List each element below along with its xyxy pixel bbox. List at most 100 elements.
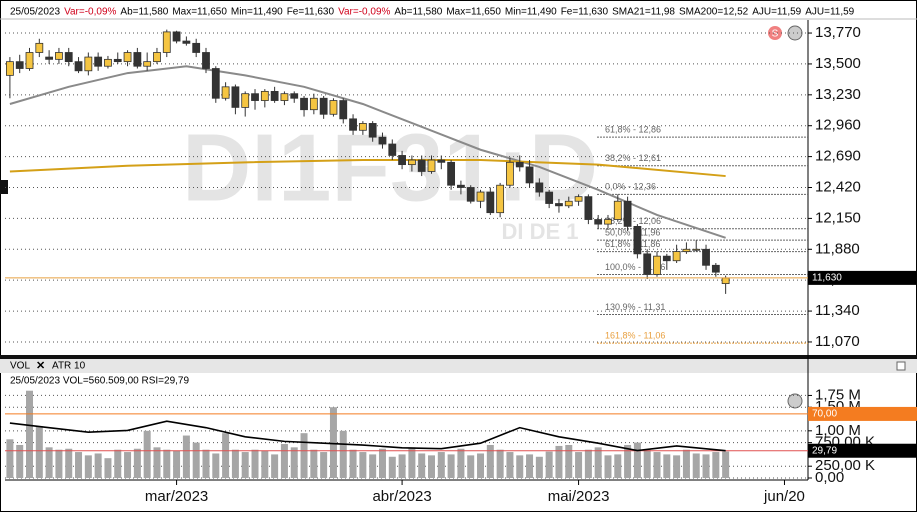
candle-body bbox=[564, 200, 573, 207]
volume-bar bbox=[418, 453, 426, 478]
volume-bar bbox=[624, 444, 632, 478]
volume-bar bbox=[408, 447, 416, 478]
panel-divider bbox=[0, 355, 917, 359]
fib-label: 161,8% - 11,06 bbox=[605, 330, 665, 340]
rsi-level-box bbox=[808, 406, 917, 421]
fib-label: 0,0% - 12,36 bbox=[605, 182, 656, 192]
candle-body bbox=[574, 196, 583, 202]
volume-bar bbox=[388, 456, 396, 478]
signal-icon[interactable] bbox=[768, 26, 782, 40]
maximize-button[interactable] bbox=[896, 361, 906, 371]
volume-bar bbox=[231, 449, 239, 478]
candle-body bbox=[417, 159, 426, 172]
candle-body bbox=[104, 58, 112, 67]
volume-bar bbox=[202, 449, 210, 478]
volume-info: 25/05/2023 VOL=560.509,00 RSI=29,79 bbox=[10, 376, 189, 387]
volume-bar bbox=[437, 452, 445, 478]
volume-bar bbox=[300, 433, 308, 478]
volume-bar bbox=[143, 430, 151, 478]
y-tick-label: 13,770 bbox=[815, 24, 861, 41]
volume-bar bbox=[271, 454, 279, 478]
volume-bar bbox=[614, 454, 622, 478]
volume-bar bbox=[594, 447, 602, 478]
volume-bar bbox=[545, 451, 553, 478]
fib-label: 38,2% - 12,61 bbox=[605, 153, 661, 163]
candle-body bbox=[672, 251, 681, 262]
candle-body bbox=[280, 93, 289, 101]
candle-body bbox=[202, 52, 210, 69]
volume-bar bbox=[565, 444, 573, 478]
candle-body bbox=[231, 86, 240, 108]
y-tick-label: 12,150 bbox=[815, 209, 861, 226]
candle-body bbox=[133, 52, 142, 67]
candle-body bbox=[260, 90, 269, 101]
y-tick-label: 13,230 bbox=[815, 86, 861, 103]
volume-bar bbox=[94, 453, 102, 478]
volume-bar bbox=[604, 455, 612, 478]
volume-bar bbox=[496, 449, 504, 478]
x-tick-label: mar/2023 bbox=[145, 488, 208, 505]
y-tick-label: 12,960 bbox=[815, 117, 861, 134]
candle-body bbox=[192, 42, 201, 53]
x-tick-label: abr/2023 bbox=[372, 488, 431, 505]
candle-body bbox=[702, 248, 710, 266]
y-tick-label: 12,420 bbox=[815, 178, 861, 195]
volume-bar bbox=[75, 452, 83, 478]
volume-bar bbox=[359, 452, 367, 478]
candle-body bbox=[496, 184, 505, 214]
volume-bar bbox=[692, 453, 700, 478]
nav-icon-volume[interactable] bbox=[787, 393, 803, 409]
volume-bar bbox=[447, 454, 455, 478]
side-handle[interactable] bbox=[0, 180, 8, 194]
header-item: Fe=11,630 bbox=[287, 7, 335, 18]
candle-body bbox=[339, 100, 348, 120]
last-price-label: 11,630 bbox=[812, 273, 842, 284]
y-tick-label: 1,00 M bbox=[815, 422, 861, 439]
candle-body bbox=[241, 93, 250, 108]
header-item: Min=11,490 bbox=[505, 7, 557, 18]
candle-body bbox=[182, 40, 191, 44]
rsi-line bbox=[9, 420, 726, 452]
candle-body bbox=[525, 166, 534, 184]
volume-bar bbox=[35, 426, 43, 478]
watermark-sub: DI DE 1 bbox=[501, 219, 578, 244]
indicator-tab[interactable]: VOL bbox=[10, 361, 30, 372]
last-price-box bbox=[808, 270, 917, 285]
x-tick-label: mai/2023 bbox=[548, 488, 610, 505]
volume-bar bbox=[163, 449, 171, 478]
candle-body bbox=[251, 93, 259, 101]
header-item: Min=11,490 bbox=[231, 7, 283, 18]
volume-bar bbox=[192, 442, 200, 478]
candle-body bbox=[613, 200, 622, 220]
volume-bar bbox=[673, 455, 681, 478]
volume-bar bbox=[369, 454, 377, 478]
candle-body bbox=[388, 143, 397, 156]
volume-bar bbox=[575, 452, 583, 478]
candle-body bbox=[711, 264, 720, 273]
candle-body bbox=[270, 90, 279, 101]
candle-body bbox=[368, 123, 377, 138]
volume-bar bbox=[477, 453, 485, 478]
candle-body bbox=[437, 159, 446, 163]
candle-body bbox=[319, 97, 328, 115]
header-item: SMA21=11,98 bbox=[612, 7, 675, 18]
candle-body bbox=[398, 155, 406, 166]
candle-body bbox=[721, 277, 730, 285]
volume-bar bbox=[310, 449, 318, 478]
candle-body bbox=[211, 68, 220, 99]
fib-label: 61,8% - 11,86 bbox=[605, 239, 660, 249]
moving-average bbox=[9, 159, 726, 178]
candle-body bbox=[653, 255, 661, 275]
candle-body bbox=[221, 86, 230, 99]
candle-body bbox=[55, 52, 63, 60]
indicator-tab[interactable]: ATR 10 bbox=[52, 361, 86, 372]
candle-body bbox=[84, 56, 93, 72]
volume-bar bbox=[702, 454, 710, 478]
volume-bar bbox=[428, 455, 436, 478]
volume-bar bbox=[133, 448, 141, 478]
header-item: SMA200=12,52 bbox=[679, 7, 749, 18]
candle-body bbox=[466, 187, 475, 202]
nav-icon[interactable] bbox=[787, 25, 803, 41]
volume-bar bbox=[486, 444, 494, 478]
